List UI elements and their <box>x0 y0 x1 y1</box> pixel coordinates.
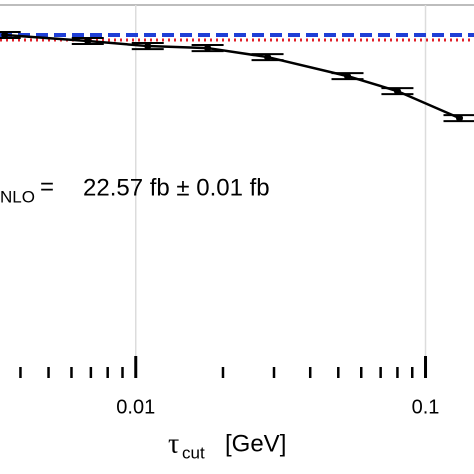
point <box>84 37 92 45</box>
annotation-eq: = <box>40 173 54 200</box>
x-label-symbol: τ <box>168 428 179 459</box>
point <box>204 44 212 52</box>
point <box>455 114 463 122</box>
panel <box>0 0 474 378</box>
grid <box>135 5 427 378</box>
x-label-sub: cut <box>182 443 205 462</box>
point <box>1 31 9 39</box>
marks: 0.01 0.1 <box>0 31 474 418</box>
point <box>144 42 152 50</box>
annotation-sub: NLO <box>0 187 35 206</box>
point <box>393 87 401 95</box>
point <box>264 53 272 61</box>
point <box>344 72 352 80</box>
annotation: 22.57 fb ± 0.01 fb <box>83 174 270 201</box>
x-tick-label: 0.1 <box>412 396 440 418</box>
x-tick-label: 0.01 <box>116 396 155 418</box>
x-label: [GeV] <box>225 430 286 457</box>
